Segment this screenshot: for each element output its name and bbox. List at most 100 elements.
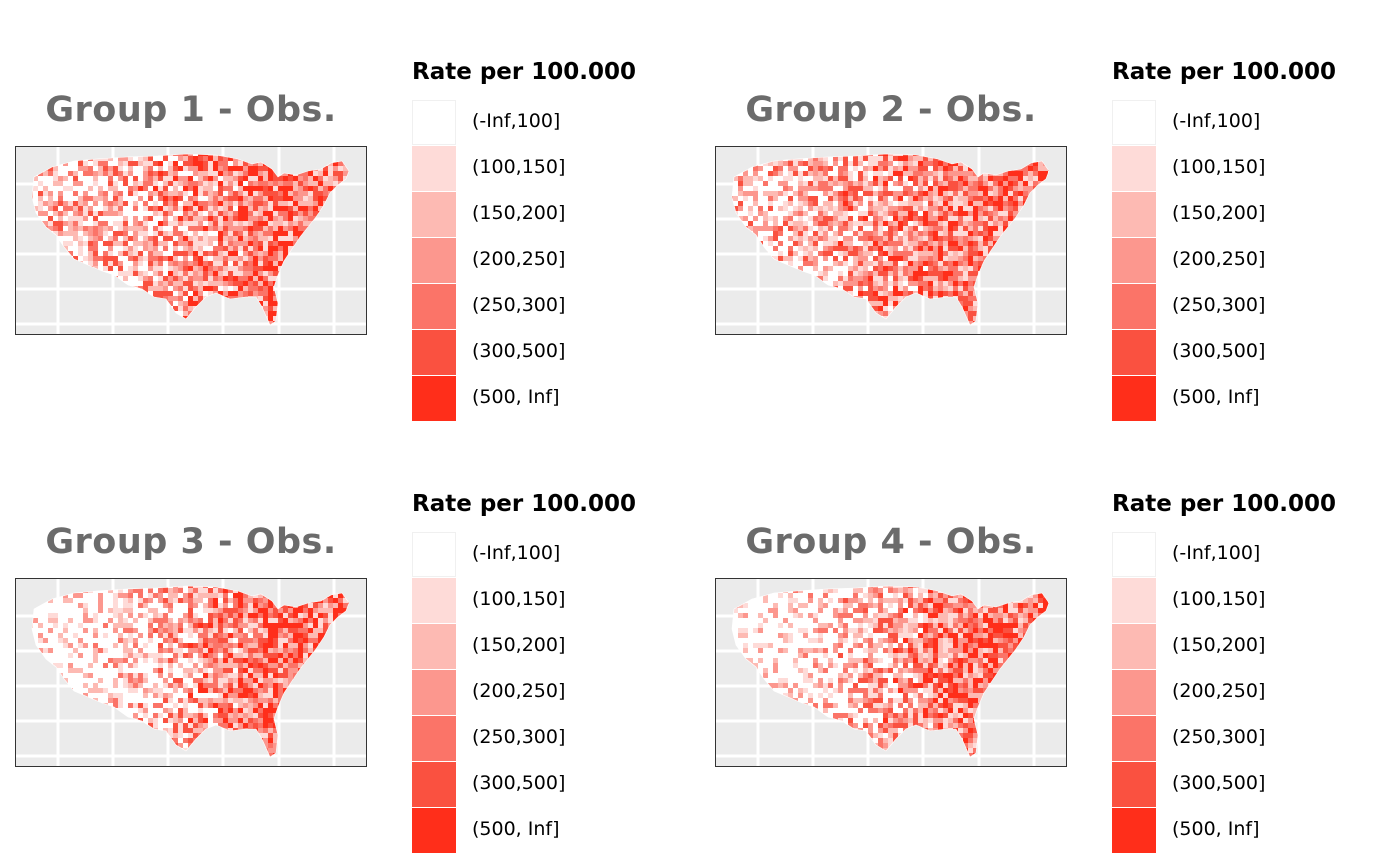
county [903,281,908,286]
county [973,206,978,211]
county [1028,256,1033,261]
county [283,586,288,588]
county [873,154,878,156]
county [323,598,328,603]
county [1038,276,1043,281]
county [258,191,263,196]
county [903,241,908,246]
county [933,306,938,311]
county [908,216,913,221]
county [93,586,98,588]
county [1003,166,1008,171]
county [1008,211,1013,216]
county [743,206,748,211]
county [918,186,923,191]
county [748,226,753,231]
county [898,276,903,281]
county [153,306,158,311]
county [788,221,793,226]
county [148,593,153,598]
county [233,276,238,281]
county [838,186,843,191]
county [343,291,348,296]
county [203,603,208,608]
county [353,291,358,296]
county [213,226,218,231]
county [1003,326,1008,331]
county [903,271,908,276]
county [778,256,783,261]
county [973,316,978,321]
county [343,261,348,266]
county [833,196,838,201]
county [63,176,68,181]
county [263,586,268,588]
county [123,241,128,246]
county [263,211,268,216]
county [293,216,298,221]
county [233,154,238,156]
county [328,186,333,191]
county [193,211,198,216]
county [213,588,218,593]
county [943,171,948,176]
county [328,598,333,603]
county [1028,206,1033,211]
county [933,161,938,166]
county [853,154,858,156]
county [48,196,53,201]
county [1023,256,1028,261]
county [803,256,808,261]
county [143,236,148,241]
county [748,166,753,171]
county [138,276,143,281]
county [123,161,128,166]
county [1008,231,1013,236]
county [868,246,873,251]
county [808,176,813,181]
county [258,608,263,613]
county [353,316,358,321]
county [198,261,203,266]
county [353,306,358,311]
county [123,306,128,311]
county [218,266,223,271]
county [898,191,903,196]
county [78,276,83,281]
county [763,181,768,186]
county [43,231,48,236]
county [933,181,938,186]
county [1018,181,1023,186]
county [918,191,923,196]
county [223,608,228,613]
county [123,316,128,321]
county [788,296,793,301]
county [238,211,243,216]
county [238,241,243,246]
county [808,166,813,171]
county [73,291,78,296]
county [938,206,943,211]
county [858,231,863,236]
county [323,281,328,286]
county [983,221,988,226]
county [963,231,968,236]
county [963,281,968,286]
county [98,161,103,166]
county [948,246,953,251]
county [1033,176,1038,181]
county [203,586,208,588]
county [863,246,868,251]
county [948,286,953,291]
county [243,154,248,156]
county [1018,156,1023,161]
county [233,251,238,256]
county [248,154,253,156]
county [968,286,973,291]
county [1048,271,1049,276]
county [953,236,958,241]
county [323,613,328,618]
county [928,166,933,171]
county [783,276,788,281]
county [928,186,933,191]
